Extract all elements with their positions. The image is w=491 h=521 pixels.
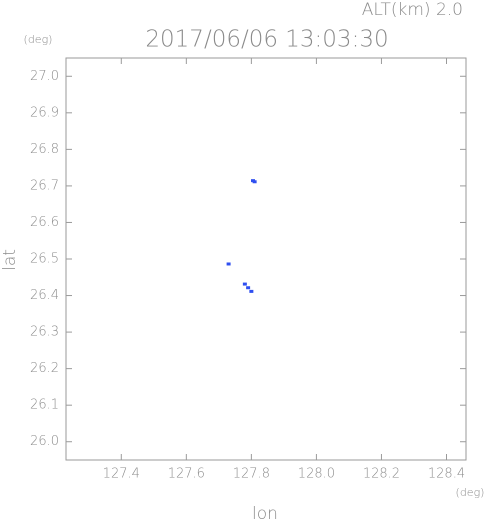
y-tick-label: 26.5 (30, 252, 59, 267)
x-tick-label: 128.2 (363, 467, 400, 482)
x-tick-label: 127.4 (103, 467, 140, 482)
x-tick-label: 127.8 (233, 467, 270, 482)
y-tick-label: 26.0 (30, 434, 59, 449)
point (250, 179, 255, 183)
x-tick-label: 128.4 (428, 467, 465, 482)
x-axis-label: lon (252, 504, 278, 521)
y-tick-label: 26.7 (30, 178, 59, 193)
y-tick-label: 26.9 (30, 105, 59, 120)
point (242, 282, 247, 286)
x-tick-label: 127.6 (168, 467, 205, 482)
y-tick-label: 26.2 (30, 361, 59, 376)
y-tick-label: 26.3 (30, 325, 59, 340)
y-tick-label: 26.8 (30, 142, 59, 157)
plot-frame (65, 57, 467, 461)
chart-title: 2017/06/06 13:03:30 (145, 27, 388, 53)
x-unit: (deg) (456, 486, 485, 499)
x-tick-label: 128.0 (298, 467, 335, 482)
point (246, 286, 251, 290)
point (249, 289, 254, 293)
chart-subtitle: ALT(km) 2.0 (362, 0, 463, 20)
y-axis-label: lat (0, 249, 20, 271)
y-tick-label: 26.4 (30, 288, 59, 303)
y-tick-label: 26.1 (30, 398, 59, 413)
point (226, 262, 231, 266)
y-tick-label: 26.6 (30, 215, 59, 230)
y-tick-label: 27.0 (30, 69, 59, 84)
y-unit: (deg) (24, 33, 53, 46)
